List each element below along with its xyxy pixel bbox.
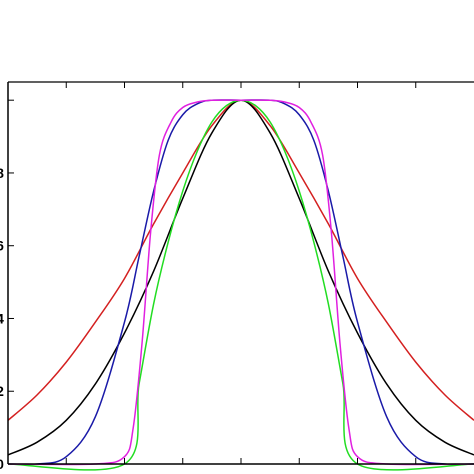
series-layer: [7, 99, 474, 471]
y-tick-label-1: 0: [0, 456, 4, 472]
y-tick-label-4: 6: [0, 238, 4, 254]
y-tick-label-2: 2: [0, 383, 4, 399]
y-tick-label-5: 8: [0, 165, 4, 181]
y-tick-label-3: 4: [0, 310, 4, 326]
series-line-5: [7, 99, 474, 466]
axis-layer: 0 2 4 6 8: [0, 81, 474, 472]
